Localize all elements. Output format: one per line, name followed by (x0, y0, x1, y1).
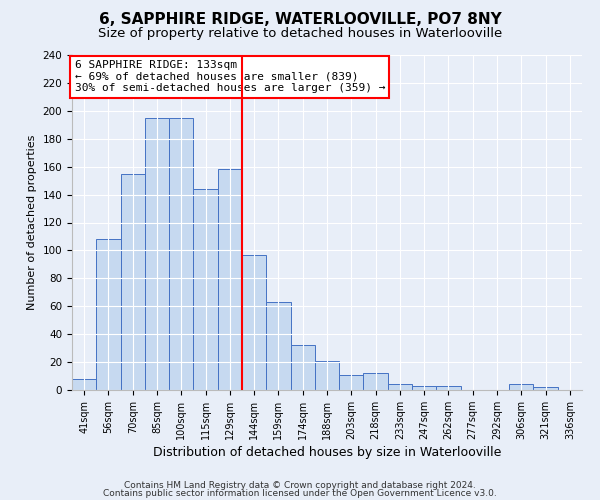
Bar (145, 118, 169, 390)
Bar (72, 379, 96, 390)
Bar (509, 384, 533, 390)
Bar (169, 118, 193, 390)
Text: 6 SAPPHIRE RIDGE: 133sqm
← 69% of detached houses are smaller (839)
30% of semi-: 6 SAPPHIRE RIDGE: 133sqm ← 69% of detach… (74, 60, 385, 93)
Bar (242, 254, 266, 390)
Bar (121, 174, 145, 390)
Bar (339, 374, 364, 390)
Bar (388, 384, 412, 390)
Bar (96, 240, 121, 390)
X-axis label: Distribution of detached houses by size in Waterlooville: Distribution of detached houses by size … (153, 446, 501, 459)
Text: Size of property relative to detached houses in Waterlooville: Size of property relative to detached ho… (98, 28, 502, 40)
Bar (436, 386, 461, 390)
Bar (193, 189, 218, 390)
Bar (364, 373, 388, 390)
Bar (266, 302, 290, 390)
Y-axis label: Number of detached properties: Number of detached properties (27, 135, 37, 310)
Text: Contains public sector information licensed under the Open Government Licence v3: Contains public sector information licen… (103, 489, 497, 498)
Text: Contains HM Land Registry data © Crown copyright and database right 2024.: Contains HM Land Registry data © Crown c… (124, 480, 476, 490)
Bar (218, 170, 242, 390)
Bar (412, 386, 436, 390)
Bar (315, 360, 339, 390)
Bar (533, 387, 558, 390)
Bar (290, 346, 315, 390)
Text: 6, SAPPHIRE RIDGE, WATERLOOVILLE, PO7 8NY: 6, SAPPHIRE RIDGE, WATERLOOVILLE, PO7 8N… (98, 12, 502, 28)
